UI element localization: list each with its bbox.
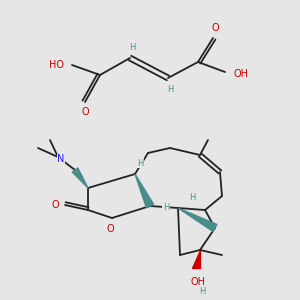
Text: N: N: [57, 154, 65, 164]
Text: H: H: [167, 85, 173, 94]
Text: O: O: [211, 23, 219, 33]
Text: H: H: [137, 158, 143, 167]
Text: H: H: [199, 287, 205, 296]
Polygon shape: [178, 208, 217, 232]
Text: OH: OH: [233, 69, 248, 79]
Text: O: O: [81, 107, 89, 117]
Polygon shape: [192, 250, 200, 268]
Text: O: O: [106, 224, 114, 234]
Text: H: H: [189, 194, 195, 202]
Polygon shape: [72, 168, 88, 188]
Text: H: H: [163, 203, 169, 212]
Polygon shape: [135, 174, 154, 208]
Text: O: O: [51, 200, 59, 210]
Text: H: H: [129, 44, 135, 52]
Text: OH: OH: [190, 277, 206, 287]
Text: HO: HO: [49, 60, 64, 70]
